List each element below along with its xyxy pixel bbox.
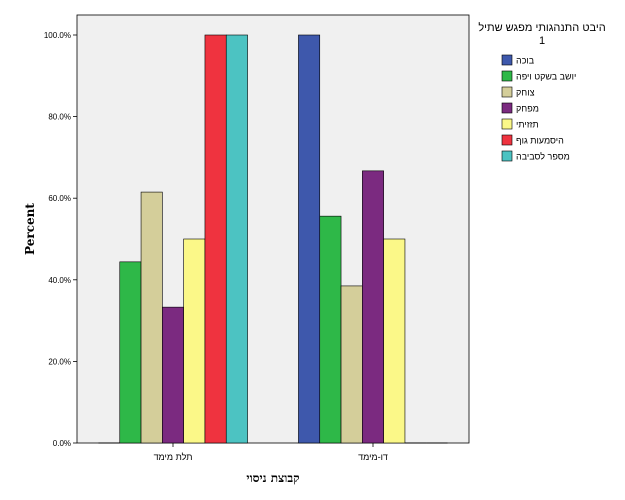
bar: [298, 34, 321, 444]
legend-label: מספר לסביבה: [516, 152, 570, 162]
legend-swatch: [501, 54, 513, 66]
legend-label: תזזיתי: [516, 120, 539, 130]
x-axis-title: קבוצת ניסוי: [246, 471, 299, 485]
x-axis: תלת מימד דו-מימד: [154, 443, 388, 462]
y-tick-label: 20.0%: [48, 357, 71, 366]
bar: [225, 34, 248, 444]
bar: [140, 191, 163, 444]
y-tick-label: 60.0%: [48, 194, 71, 203]
y-tick-label: 40.0%: [48, 276, 71, 285]
y-tick-label: 0.0%: [53, 439, 71, 448]
legend-label: מפחק: [516, 104, 539, 114]
y-tick-label: 100.0%: [44, 31, 71, 40]
legend-swatch: [501, 86, 513, 98]
legend-label: היסמעות גוף: [516, 136, 564, 146]
legend: היבט התנהגותי מפגש שתיל 1 בוכה יושב בשקט …: [478, 21, 605, 162]
bar: [119, 261, 142, 444]
bar: [204, 34, 227, 444]
x-tick-label: דו-מימד: [358, 452, 388, 462]
legend-swatch: [501, 150, 513, 162]
y-axis: 0.0% 20.0% 40.0% 60.0% 80.0% 100.0%: [44, 31, 77, 448]
bar: [162, 306, 184, 444]
legend-items: בוכה יושב בשקט ויפה צוחק מפחק תזזיתי היסמעות …: [501, 54, 576, 162]
legend-label: צוחק: [516, 88, 535, 98]
bar: [183, 238, 206, 444]
legend-title-line-2: 1: [539, 35, 545, 47]
legend-swatch: [501, 118, 513, 130]
bars-group: [98, 34, 448, 444]
bar: [340, 285, 363, 444]
legend-label: בוכה: [516, 56, 535, 66]
bar: [383, 238, 406, 444]
y-axis-title: Percent: [23, 203, 37, 255]
legend-label: יושב בשקט ויפה: [516, 72, 576, 82]
legend-title-line-1: היבט התנהגותי מפגש שתיל: [478, 21, 605, 34]
legend-swatch: [501, 70, 513, 82]
bar: [362, 170, 384, 444]
legend-swatch: [501, 134, 513, 146]
x-tick-label: תלת מימד: [154, 452, 193, 462]
legend-swatch: [501, 102, 513, 114]
y-tick-label: 80.0%: [48, 113, 71, 122]
bar: [319, 215, 342, 444]
